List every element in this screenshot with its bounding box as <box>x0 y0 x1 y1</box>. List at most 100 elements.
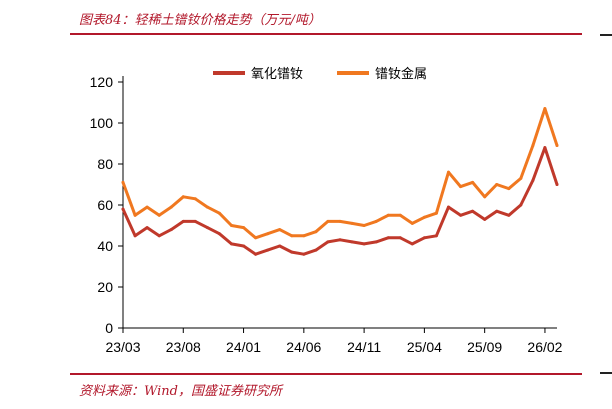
legend-label: 氧化镨钕 <box>251 66 303 82</box>
data-point <box>471 209 475 213</box>
data-point <box>350 240 354 244</box>
data-point <box>193 219 197 223</box>
data-point <box>290 234 294 238</box>
data-point <box>242 244 246 248</box>
data-point <box>290 250 294 254</box>
chart-series <box>121 107 559 256</box>
data-point <box>278 244 282 248</box>
data-point <box>133 234 137 238</box>
data-point <box>483 195 487 199</box>
data-point <box>217 232 221 236</box>
data-point <box>422 236 426 240</box>
data-point <box>350 221 354 225</box>
data-point <box>314 230 318 234</box>
x-tick-label: 23/03 <box>105 339 140 355</box>
data-point <box>193 197 197 201</box>
y-tick-label: 100 <box>90 115 114 131</box>
y-tick-label: 40 <box>97 238 113 254</box>
data-point <box>145 226 149 230</box>
data-point <box>338 219 342 223</box>
data-point <box>543 146 547 150</box>
data-point <box>205 226 209 230</box>
data-point <box>254 252 258 256</box>
data-point <box>266 232 270 236</box>
data-point <box>386 236 390 240</box>
source-note: 资料来源：Wind，国盛证券研究所 <box>79 384 282 399</box>
x-tick-label: 25/04 <box>407 339 442 355</box>
data-point <box>410 242 414 246</box>
data-point <box>121 207 125 211</box>
data-point <box>374 219 378 223</box>
data-point <box>242 226 246 230</box>
x-tick-label: 23/08 <box>166 339 201 355</box>
data-point <box>326 240 330 244</box>
data-point <box>459 185 463 189</box>
chart-legend: 氧化镨钕 镨钕金属 <box>213 66 427 82</box>
data-point <box>447 205 450 209</box>
data-point <box>230 224 233 227</box>
data-point <box>278 228 282 232</box>
data-point <box>471 180 475 184</box>
data-point <box>205 205 209 209</box>
data-point <box>495 183 499 186</box>
data-point <box>398 236 402 240</box>
data-point <box>266 248 270 252</box>
data-point <box>302 252 306 256</box>
data-point <box>133 213 137 217</box>
x-tick-label: 25/09 <box>467 339 502 355</box>
data-point <box>398 213 402 217</box>
data-point <box>181 219 185 223</box>
data-point <box>181 195 185 199</box>
data-point <box>531 178 535 182</box>
legend-label: 镨钕金属 <box>375 66 427 82</box>
data-point <box>495 209 499 213</box>
top-divider <box>70 33 582 35</box>
y-tick-label: 120 <box>90 74 114 90</box>
data-point <box>507 187 511 191</box>
data-point <box>447 170 450 174</box>
data-point <box>410 221 414 225</box>
x-tick-label: 24/11 <box>347 339 381 355</box>
data-point <box>507 213 511 217</box>
x-tick-label: 24/06 <box>286 339 321 355</box>
x-tick-label: 26/02 <box>527 339 562 355</box>
data-point <box>230 242 233 246</box>
data-point <box>519 203 523 207</box>
y-tick-label: 80 <box>97 156 113 172</box>
data-point <box>169 205 173 209</box>
data-point <box>217 211 221 215</box>
bottom-divider <box>70 373 582 375</box>
data-point <box>169 228 173 232</box>
data-point <box>121 180 125 184</box>
data-point <box>434 234 438 238</box>
data-point <box>157 213 161 217</box>
data-point <box>422 215 426 219</box>
chart-title: 图表84：轻稀土镨钕价格走势（万元/吨） <box>79 13 321 28</box>
data-point <box>531 144 535 147</box>
data-point <box>157 234 161 238</box>
data-point <box>519 176 523 180</box>
x-tick-label: 24/01 <box>226 339 261 355</box>
y-tick-label: 60 <box>97 197 113 213</box>
edge-mark-bottom <box>600 372 612 374</box>
data-point <box>555 183 559 186</box>
data-point <box>459 213 463 217</box>
chart-axes: 0 20 40 60 80 100 120 23/03 23/08 24/01 24/06 24/11… <box>90 74 563 355</box>
data-point <box>338 238 342 242</box>
data-point <box>314 248 318 252</box>
series-line-1 <box>121 146 559 256</box>
data-point <box>362 224 366 227</box>
y-tick-label: 20 <box>97 279 113 295</box>
data-point <box>362 242 366 246</box>
edge-mark-top <box>600 34 612 36</box>
data-point <box>254 236 258 240</box>
data-point <box>145 205 149 209</box>
data-point <box>555 144 559 147</box>
data-point <box>483 217 487 221</box>
data-point <box>326 219 330 223</box>
series-line-2 <box>121 107 559 240</box>
data-point <box>434 211 438 215</box>
data-point <box>543 107 547 111</box>
data-point <box>302 234 306 238</box>
